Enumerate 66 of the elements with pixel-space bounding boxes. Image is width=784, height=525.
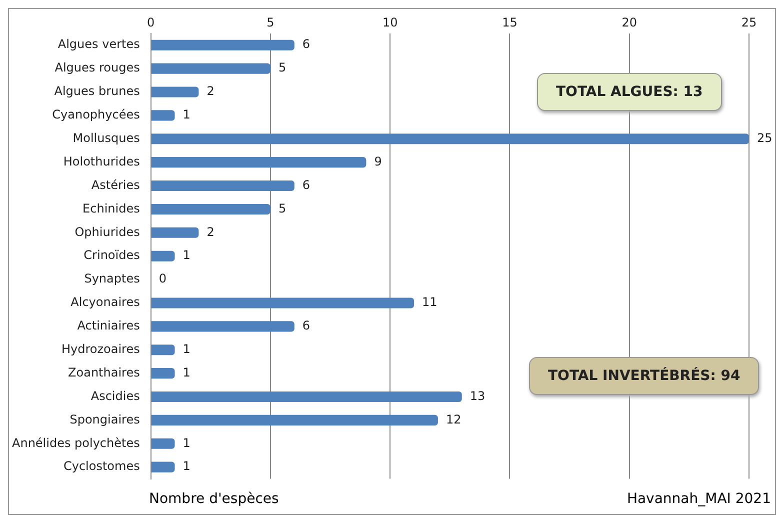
y-tick-label: Crinoïdes <box>84 248 140 262</box>
data-label: 1 <box>182 365 190 380</box>
bar <box>151 86 199 98</box>
bar <box>151 180 294 192</box>
data-label: 2 <box>206 84 214 98</box>
y-tick-label: Spongiaires <box>70 412 140 426</box>
bar <box>151 134 749 144</box>
text: Havannah_MAI 2021 <box>626 491 771 507</box>
data-label: 1 <box>182 436 190 450</box>
data-label: 2 <box>206 224 214 239</box>
annotation: TOTAL INVERTÉBRÉS: 94 <box>529 357 760 395</box>
bar <box>151 391 462 402</box>
bar <box>151 110 175 121</box>
bar <box>151 63 270 74</box>
data-label: 1 <box>182 248 190 262</box>
y-tick-label: Cyclostomes <box>63 459 140 474</box>
y-tick-label: Algues vertes <box>58 37 140 52</box>
x-tick-label: 20 <box>622 15 638 30</box>
y-tick-label: Algues rouges <box>54 60 140 75</box>
x-axis-title: Nombre d'espèces <box>149 491 279 507</box>
x-tick-label: 5 <box>266 15 274 30</box>
data-label: 12 <box>446 412 462 426</box>
bar <box>151 438 175 449</box>
y-tick-label: Annélides polychètes <box>12 436 140 450</box>
bar <box>151 204 270 214</box>
data-label: 5 <box>278 60 286 75</box>
y-tick-label: Hydrozoaires <box>61 342 140 356</box>
bar <box>151 368 175 379</box>
data-label: 1 <box>182 108 190 122</box>
bar <box>151 40 294 50</box>
y-tick-label: Echinides <box>82 201 140 216</box>
data-label: 6 <box>302 37 310 52</box>
y-tick-label: Algues brunes <box>54 84 140 98</box>
bar <box>151 344 175 356</box>
bar <box>151 250 175 262</box>
y-tick-label: Synaptes <box>84 272 140 286</box>
x-tick-label: 15 <box>502 15 518 30</box>
y-tick-label: Actiniaires <box>77 318 140 333</box>
bar <box>151 298 414 308</box>
data-label: 1 <box>182 342 190 356</box>
x-tick-label: 25 <box>741 15 757 30</box>
y-tick-label: Astéries <box>91 178 140 192</box>
data-label: 25 <box>757 131 772 146</box>
data-label: 11 <box>422 295 438 310</box>
data-label: 6 <box>302 178 310 192</box>
y-tick-label: Mollusques <box>72 131 140 146</box>
bar <box>151 321 294 332</box>
data-label: 6 <box>302 318 310 333</box>
data-label: 5 <box>278 201 286 216</box>
x-tick-label: 0 <box>147 15 155 30</box>
y-tick-label: Ascidies <box>90 388 140 403</box>
y-tick-label: Zoanthaires <box>68 365 140 380</box>
y-tick-label: Cyanophycées <box>52 108 140 122</box>
data-label: 13 <box>470 388 486 403</box>
data-label: 0 <box>158 272 166 286</box>
y-tick-label: Holothurides <box>63 154 140 168</box>
bar <box>151 462 175 472</box>
data-label: 9 <box>374 154 382 168</box>
data-label: 1 <box>182 459 190 474</box>
y-tick-label: Alcyonaires <box>70 295 140 310</box>
y-tick-label: Ophiurides <box>74 224 140 239</box>
bar <box>151 414 438 426</box>
bar <box>151 227 199 238</box>
bar <box>151 157 366 168</box>
annotation: TOTAL ALGUES: 13 <box>537 73 722 111</box>
x-tick-label: 10 <box>382 15 398 30</box>
